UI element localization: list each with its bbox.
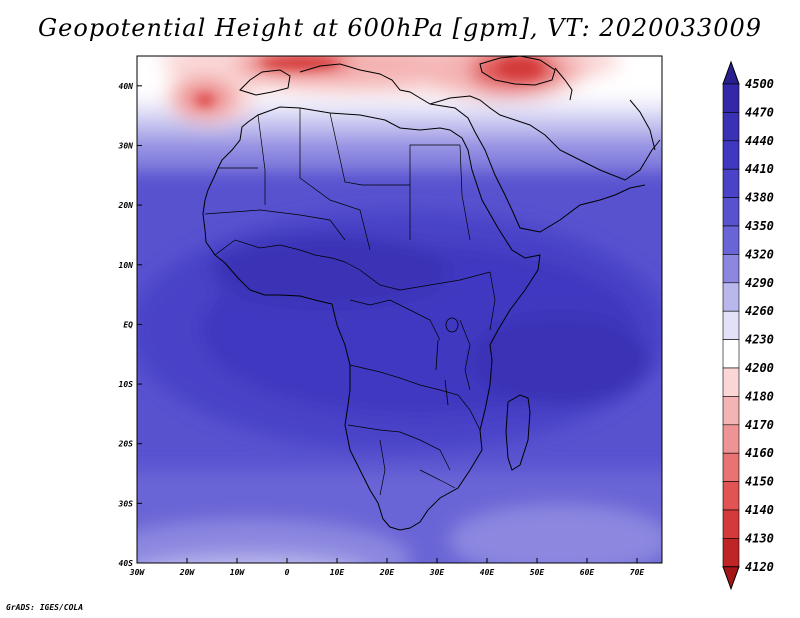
plot-frame [136,55,663,564]
colorbar-swatch [722,509,740,539]
lon-tick-label: 0 [285,568,290,577]
longitude-ticks: 30W 20W 10W 0 10E 20E 30E 40E 50E 60E 70E [129,558,645,577]
lat-tick-label: 40N [119,82,134,91]
colorbar-label: 4130 [745,531,774,545]
lakes [435,317,459,406]
colorbar-swatch [722,225,740,255]
country-borders [204,108,496,496]
colorbar-swatch [722,396,740,426]
colorbar-label: 4320 [745,247,774,261]
lat-tick-label: 30S [118,499,134,508]
colorbar-swatch [722,452,740,482]
colorbar-label: 4440 [745,134,774,148]
latitude-ticks: 40N 30N 20N 10N EQ 10S 20S 30S 40S [118,82,142,568]
colorbar-swatch [722,339,740,369]
lat-tick-label: 10N [119,261,134,270]
colorbar-swatch [722,481,740,511]
lon-tick-label: 20E [379,568,395,577]
coastlines [202,56,661,531]
lon-tick-label: 60E [580,568,595,577]
colorbar-label: 4120 [745,560,774,574]
lon-tick-label: 40E [480,568,495,577]
colorbar-label: 4180 [745,389,774,403]
lon-tick-label: 10W [230,568,246,577]
colorbar-swatch [722,83,740,113]
lon-tick-label: 30E [429,568,445,577]
lat-tick-label: 40S [119,559,134,568]
colorbar-label: 4260 [745,304,774,318]
lon-tick-label: 70E [630,568,645,577]
colorbar-label: 4500 [745,77,774,91]
colorbar-label: 4380 [745,191,774,205]
colorbar-label: 4290 [745,276,774,290]
lon-tick-label: 10E [330,568,345,577]
colorbar-label: 4150 [745,475,774,489]
colorbar-label: 4470 [745,105,774,119]
height-field [137,56,662,563]
colorbar-label: 4170 [745,418,774,432]
colorbar-label: 4230 [745,333,774,347]
lat-tick-label: 30N [118,141,134,150]
colorbar-label: 4350 [745,219,774,233]
colorbar-swatch [722,168,740,198]
colorbar: 4500 4470 4440 4410 4380 4350 4320 4290 4260 4230… [722,60,774,591]
lat-tick-label: EQ [123,320,133,329]
colorbar-swatch [722,424,740,454]
colorbar-top-arrow [722,60,740,85]
colorbar-label: 4160 [745,446,774,460]
colorbar-swatch [722,140,740,170]
colorbar-swatch [722,112,740,142]
colorbar-swatch [722,197,740,227]
colorbar-swatch [722,367,740,397]
lon-tick-label: 20W [179,568,196,577]
colorbar-swatch [722,282,740,312]
lat-tick-label: 10S [119,380,134,389]
colorbar-label: 4410 [745,162,774,176]
colorbar-label: 4140 [745,503,774,517]
lon-tick-label: 30W [129,568,146,577]
colorbar-label: 4200 [745,361,774,375]
lat-tick-label: 20S [118,440,134,449]
colorbar-swatch [722,254,740,284]
colorbar-swatch [722,310,740,340]
lat-tick-label: 20N [118,201,134,210]
lon-tick-label: 50E [530,568,545,577]
grads-credit: GrADS: IGES/COLA [6,603,84,612]
colorbar-swatch [722,538,740,568]
colorbar-bottom-arrow [722,566,740,591]
map-title: Geopotential Height at 600hPa [gpm], VT:… [38,14,762,42]
